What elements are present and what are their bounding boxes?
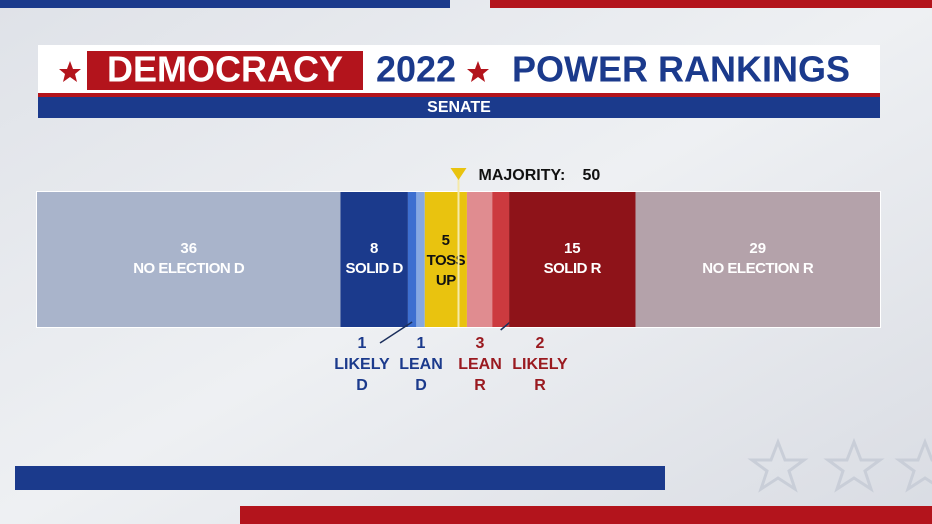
callout-label: D [415,377,427,394]
segment [466,192,493,327]
top-stripe-red [490,0,932,8]
segment-value: 15 [564,240,581,257]
title-part: DEMOCRACY [107,49,343,90]
majority-value: 50 [583,167,601,184]
segment-value: 29 [749,240,766,257]
segment-value: 8 [370,240,378,257]
segment-label: UP [436,272,456,289]
segment-label: SOLID D [346,260,404,277]
segment [37,192,341,327]
bottom-stripe-blue [15,466,665,490]
callout-label: LEAN [399,356,443,373]
title-part: 2022 [376,49,456,90]
majority-marker [450,168,467,180]
segment [424,192,467,327]
subtitle-strip [38,97,880,118]
segment [635,192,880,327]
callout-label: R [534,377,546,394]
majority-label: MAJORITY: [479,167,566,184]
segment-label: NO ELECTION D [133,260,245,277]
title-box [87,51,363,90]
callout-label: LIKELY [512,356,568,373]
star [59,61,81,82]
callout-value: 2 [536,335,545,352]
title-rule [38,93,880,97]
callout-label: D [356,377,368,394]
callout-value: 1 [358,335,367,352]
callout-label: LEAN [458,356,502,373]
segment-label: SOLID R [544,260,602,277]
segment [407,192,417,327]
segment [509,192,636,327]
segment-value: 36 [180,240,197,257]
subtitle: SENATE [427,99,491,116]
segment [416,192,425,327]
top-stripe-blue [0,0,450,8]
bottom-stripe-red [240,506,932,524]
title-part: POWER RANKINGS [512,49,850,90]
segment-label: TOSS [427,252,466,269]
callout-value: 3 [476,335,485,352]
segment [492,192,510,327]
callout-label: R [474,377,486,394]
leader-line [379,321,413,344]
segment-value: 5 [442,232,450,249]
callout-label: LIKELY [334,356,390,373]
callout-value: 1 [417,335,426,352]
decor-stars [747,437,932,493]
segment-label: NO ELECTION R [702,260,814,277]
segment [340,192,408,327]
star [467,61,489,82]
